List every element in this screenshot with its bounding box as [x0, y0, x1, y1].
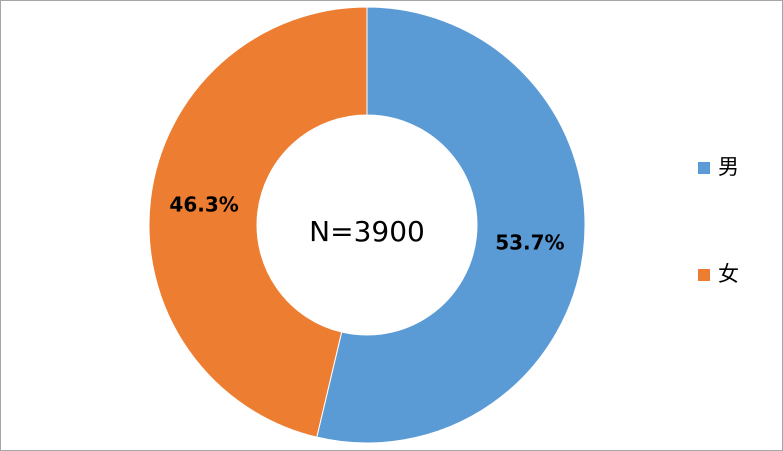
- legend-label: 女: [718, 262, 739, 286]
- data-label: 46.3%: [169, 192, 238, 216]
- data-label: 53.7%: [495, 231, 564, 255]
- legend-swatch: [698, 162, 710, 174]
- center-annotation: N=3900: [309, 215, 425, 248]
- donut-segment: [316, 6, 586, 444]
- donut-segment: [148, 6, 368, 438]
- legend-swatch: [698, 269, 710, 281]
- legend-label: 男: [718, 155, 739, 179]
